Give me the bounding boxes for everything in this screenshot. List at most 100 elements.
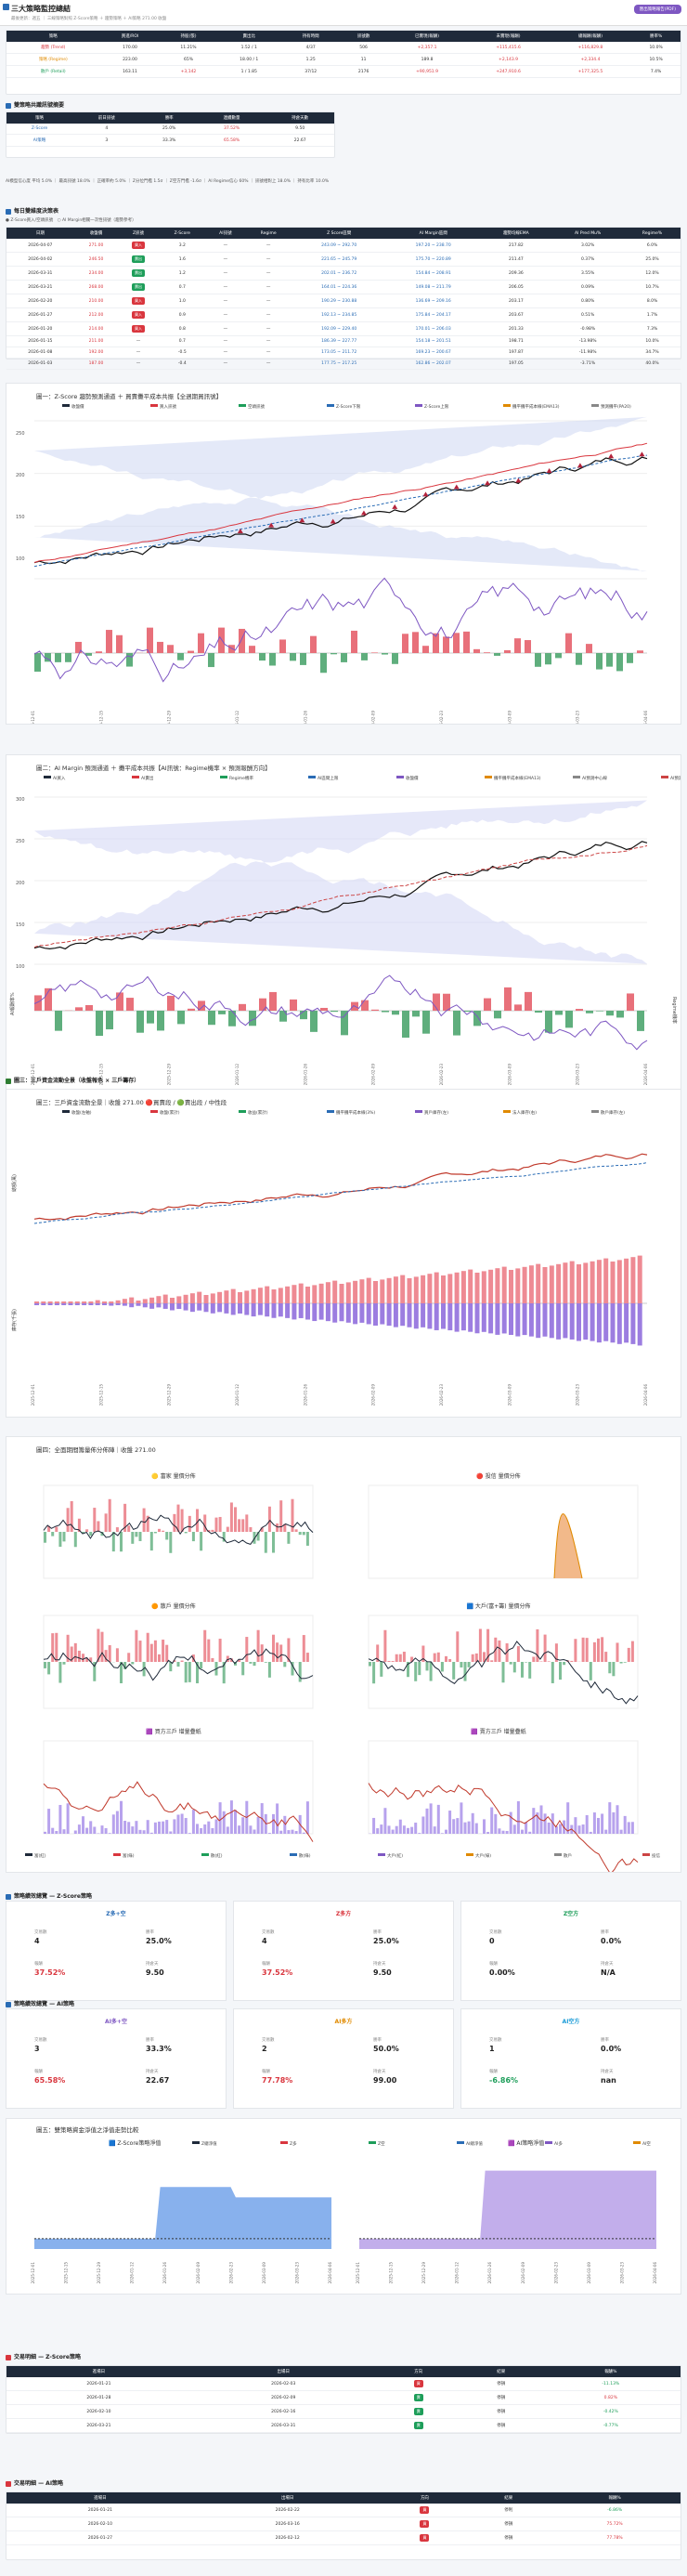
metric-value: 99.00 (373, 2076, 397, 2085)
legend-label: 買戶庫存(左) (424, 1109, 448, 1116)
bar-mark (318, 1283, 324, 1303)
bar-mark (441, 1275, 446, 1303)
table-cell: 10.0% (624, 335, 681, 347)
bar-mark (612, 1811, 616, 1834)
table-cell: -11.98% (551, 347, 625, 359)
bar-mark (436, 1804, 440, 1834)
tick-label: 2025-12-15 (98, 1384, 103, 1406)
bar-mark (291, 1829, 294, 1834)
bar-mark (637, 1255, 642, 1303)
y-tick: 200 (16, 473, 25, 478)
table-cell: 2026-02-10 (6, 2517, 194, 2531)
table-cell: 187.00 (73, 358, 119, 370)
legend-swatch (290, 1853, 297, 1856)
column-header: 結果 (468, 2492, 550, 2504)
tick-label: 2026-02-23 (553, 2262, 558, 2284)
table-cell: 77.78% (549, 2530, 681, 2545)
signal-summary-card: 策略 前日訊號 勝率 連續數量 持倉天數 Z-Score 4 25.0% 37.52% 9.50 A… (6, 111, 335, 158)
chart4-svg: 🟡 富家 量價分佈 🔴 投信 量價分佈 🟠 散戶 量價分佈 🟦 大戶(富+籌) 量價分… (25, 1472, 660, 1876)
bar-mark (473, 1011, 481, 1026)
table-cell: 賣出 (118, 280, 159, 294)
bar-mark (421, 1275, 426, 1303)
bar-mark (387, 1825, 391, 1834)
bar-mark (96, 651, 102, 653)
bar-mark (283, 1523, 287, 1532)
metric-value: 77.78% (262, 2076, 293, 2085)
flow-line (43, 1781, 314, 1842)
bar-mark (253, 1662, 256, 1667)
bar-mark (257, 1288, 263, 1303)
bar-mark (287, 1830, 291, 1834)
table-cell: +116,829.8 (549, 42, 632, 54)
table-cell: 散戶 (Retail) (6, 65, 100, 78)
bar-mark (515, 1268, 521, 1303)
panel-frame (368, 1484, 639, 1579)
bar-mark (157, 1011, 164, 1031)
tick-label: 2025-12-15 (98, 711, 103, 724)
bar-mark (292, 1285, 297, 1303)
tick-label: 2025-12-29 (167, 1384, 172, 1406)
bar-mark (509, 1811, 512, 1834)
bar-mark (256, 1532, 260, 1541)
bar-mark (224, 1303, 229, 1314)
bar-mark (407, 1278, 412, 1303)
bar-mark (203, 1303, 209, 1313)
legend-swatch (457, 2141, 464, 2144)
metric-label: 報酬 (262, 2070, 270, 2074)
bar-mark (637, 1011, 644, 1031)
metric-label: 持倉天 (373, 2070, 386, 2074)
bar-mark (298, 1532, 302, 1536)
bar-mark (331, 653, 337, 655)
bar-mark (443, 636, 449, 653)
buy-marker (392, 503, 398, 509)
table-cell: — (244, 307, 292, 322)
bar-mark (542, 1303, 548, 1337)
bar-mark (207, 1529, 211, 1532)
export-button[interactable]: 匯出策略報告(PDF) (633, 5, 681, 14)
table-cell: 2026-02-20 (6, 294, 74, 308)
table-cell: 1 / 1.85 (216, 65, 281, 78)
info-line: AI模型信心度 平均 5.0% ｜ 最高訊號 18.0% ｜ 正確率約 5.0%… (6, 179, 330, 184)
table-cell: AI策略 (6, 134, 73, 147)
bar-mark (630, 1822, 634, 1834)
bar-mark (298, 1283, 304, 1303)
bar-mark (66, 1508, 70, 1532)
stats-icon (6, 1893, 11, 1900)
bar-mark (82, 1303, 87, 1305)
table-row: 2026-02-20 210.00 買入 1.0— —190.29 ~ 230.88 13… (6, 294, 681, 308)
chart-icon (3, 4, 9, 10)
tick-label: 2026-01-26 (303, 1064, 307, 1086)
column-header: 方向 (381, 2492, 469, 2504)
bar-mark (393, 1276, 398, 1303)
bar-mark (630, 1303, 636, 1344)
y-tick: 300 (16, 797, 25, 803)
bar-mark (586, 1011, 593, 1013)
bar-mark (34, 995, 42, 1011)
bar-mark (200, 1662, 203, 1669)
table-cell: 10.7% (624, 280, 681, 294)
bar-mark (574, 1817, 577, 1834)
column-header: 報酬% (540, 2366, 681, 2377)
bar-mark (429, 1803, 433, 1834)
bar-mark (47, 1525, 51, 1532)
table-cell: 2026-02-09 (190, 2390, 376, 2405)
legend-label: Z-Score下限 (336, 403, 361, 410)
table-cell: 7.4% (631, 65, 681, 78)
bar-mark (249, 646, 255, 653)
metric-card: Z多+空 交易數 4 勝率 25.0% 報酬 37.52% 持倉天 9.50 (6, 1901, 227, 2001)
close-line (33, 1153, 648, 1221)
bar-mark (104, 1827, 108, 1834)
bar-mark (486, 1832, 490, 1834)
bar-mark (305, 1303, 310, 1320)
bar-mark (291, 1662, 294, 1676)
column-header: Regime (244, 228, 292, 239)
table-cell: 0.09% (551, 280, 625, 294)
legend-label: 收盤價 (406, 775, 419, 781)
bar-mark (359, 1303, 365, 1323)
axis-label: AI報酬率% (9, 992, 16, 1015)
bar-mark (89, 1657, 93, 1662)
bar-mark (501, 1266, 507, 1303)
buy-marker (485, 480, 491, 486)
bar-mark (73, 1830, 77, 1834)
bar-mark (51, 1633, 55, 1662)
